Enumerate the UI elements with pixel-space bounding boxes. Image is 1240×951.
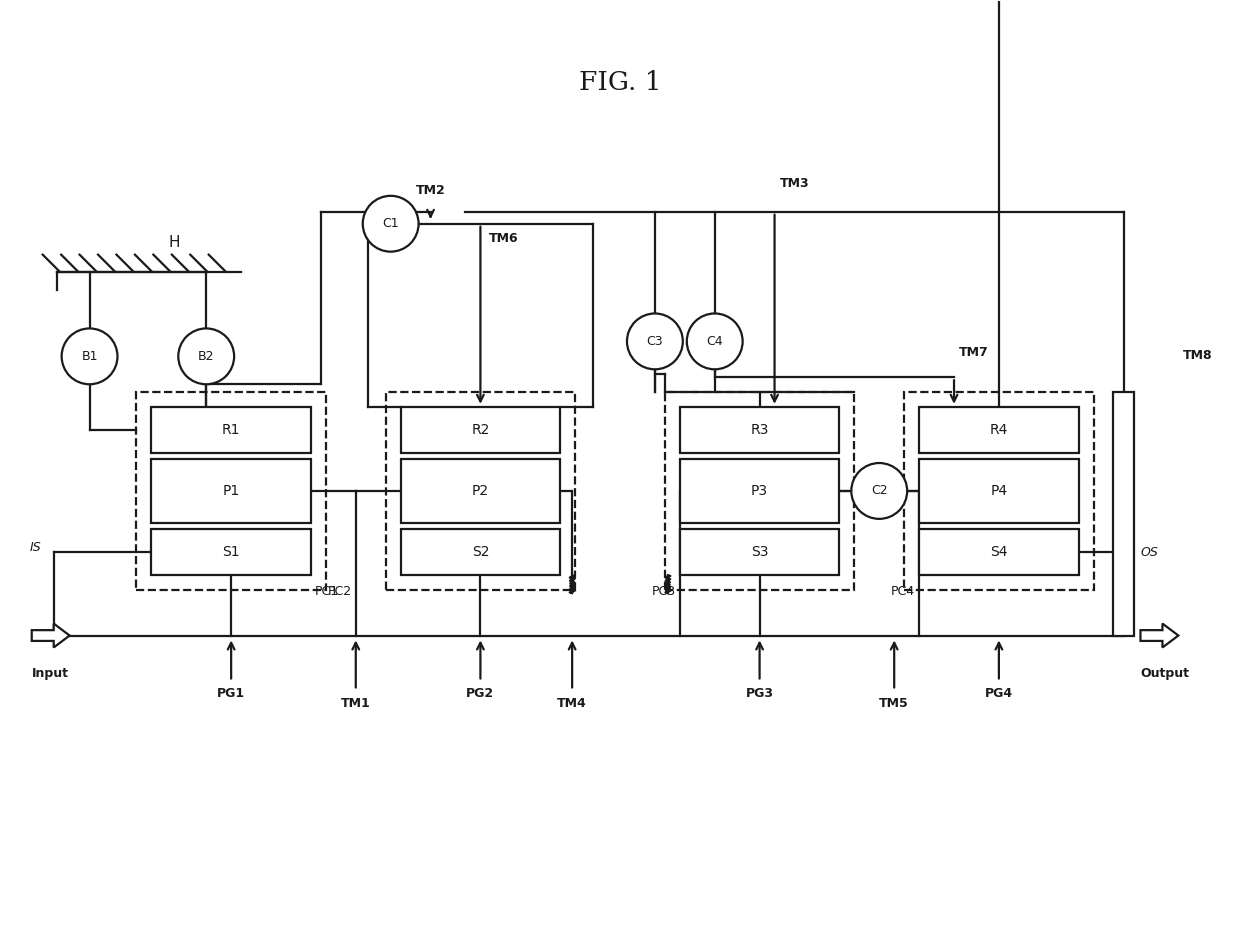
Text: P1: P1 [222, 484, 239, 498]
Text: PG3: PG3 [745, 688, 774, 700]
Bar [151, 458, 311, 523]
Text: P2: P2 [472, 484, 489, 498]
Text: S4: S4 [991, 545, 1008, 559]
Bar [401, 458, 560, 523]
Bar [680, 458, 839, 523]
Text: TM6: TM6 [489, 232, 518, 245]
Text: FIG. 1: FIG. 1 [579, 69, 661, 95]
Text: PC3: PC3 [652, 585, 676, 598]
Text: C3: C3 [646, 335, 663, 348]
Text: R2: R2 [471, 422, 490, 437]
Bar [1112, 392, 1135, 635]
Bar [386, 392, 575, 591]
Bar [151, 407, 311, 453]
Text: PC1: PC1 [315, 585, 339, 598]
Text: Output: Output [1141, 667, 1189, 680]
Text: Input: Input [32, 667, 68, 680]
Text: S1: S1 [222, 545, 241, 559]
Bar [919, 458, 1079, 523]
Bar [401, 407, 560, 453]
Text: B1: B1 [82, 350, 98, 363]
Text: R4: R4 [990, 422, 1008, 437]
Circle shape [852, 463, 908, 519]
Text: C1: C1 [382, 217, 399, 230]
Polygon shape [32, 624, 69, 648]
Text: B2: B2 [198, 350, 215, 363]
Bar [680, 530, 839, 575]
Circle shape [62, 328, 118, 384]
Circle shape [627, 314, 683, 369]
Text: PG2: PG2 [466, 688, 495, 700]
Bar [919, 407, 1079, 453]
Text: PG1: PG1 [217, 688, 246, 700]
Text: TM3: TM3 [780, 177, 810, 190]
Text: R3: R3 [750, 422, 769, 437]
Text: PC4: PC4 [892, 585, 915, 598]
Circle shape [363, 196, 419, 252]
Circle shape [687, 314, 743, 369]
Text: S3: S3 [751, 545, 769, 559]
Text: P3: P3 [751, 484, 768, 498]
Text: S2: S2 [471, 545, 489, 559]
Text: H: H [169, 235, 180, 250]
Text: OS: OS [1141, 546, 1158, 559]
Text: C4: C4 [707, 335, 723, 348]
Text: TM2: TM2 [415, 184, 445, 197]
Bar [401, 530, 560, 575]
Bar [665, 392, 854, 591]
Bar [919, 530, 1079, 575]
Text: TM5: TM5 [879, 697, 909, 710]
Text: IS: IS [30, 541, 41, 553]
Bar [904, 392, 1094, 591]
Text: PC2: PC2 [327, 585, 352, 598]
Text: TM8: TM8 [1183, 349, 1213, 361]
Text: P4: P4 [991, 484, 1007, 498]
Polygon shape [1141, 624, 1178, 648]
Text: TM4: TM4 [557, 697, 587, 710]
Bar [136, 392, 326, 591]
Text: TM7: TM7 [959, 346, 988, 359]
Text: PG4: PG4 [985, 688, 1013, 700]
Text: TM1: TM1 [341, 697, 371, 710]
Text: R1: R1 [222, 422, 241, 437]
Circle shape [179, 328, 234, 384]
Text: C2: C2 [870, 484, 888, 497]
Bar [680, 407, 839, 453]
Bar [151, 530, 311, 575]
